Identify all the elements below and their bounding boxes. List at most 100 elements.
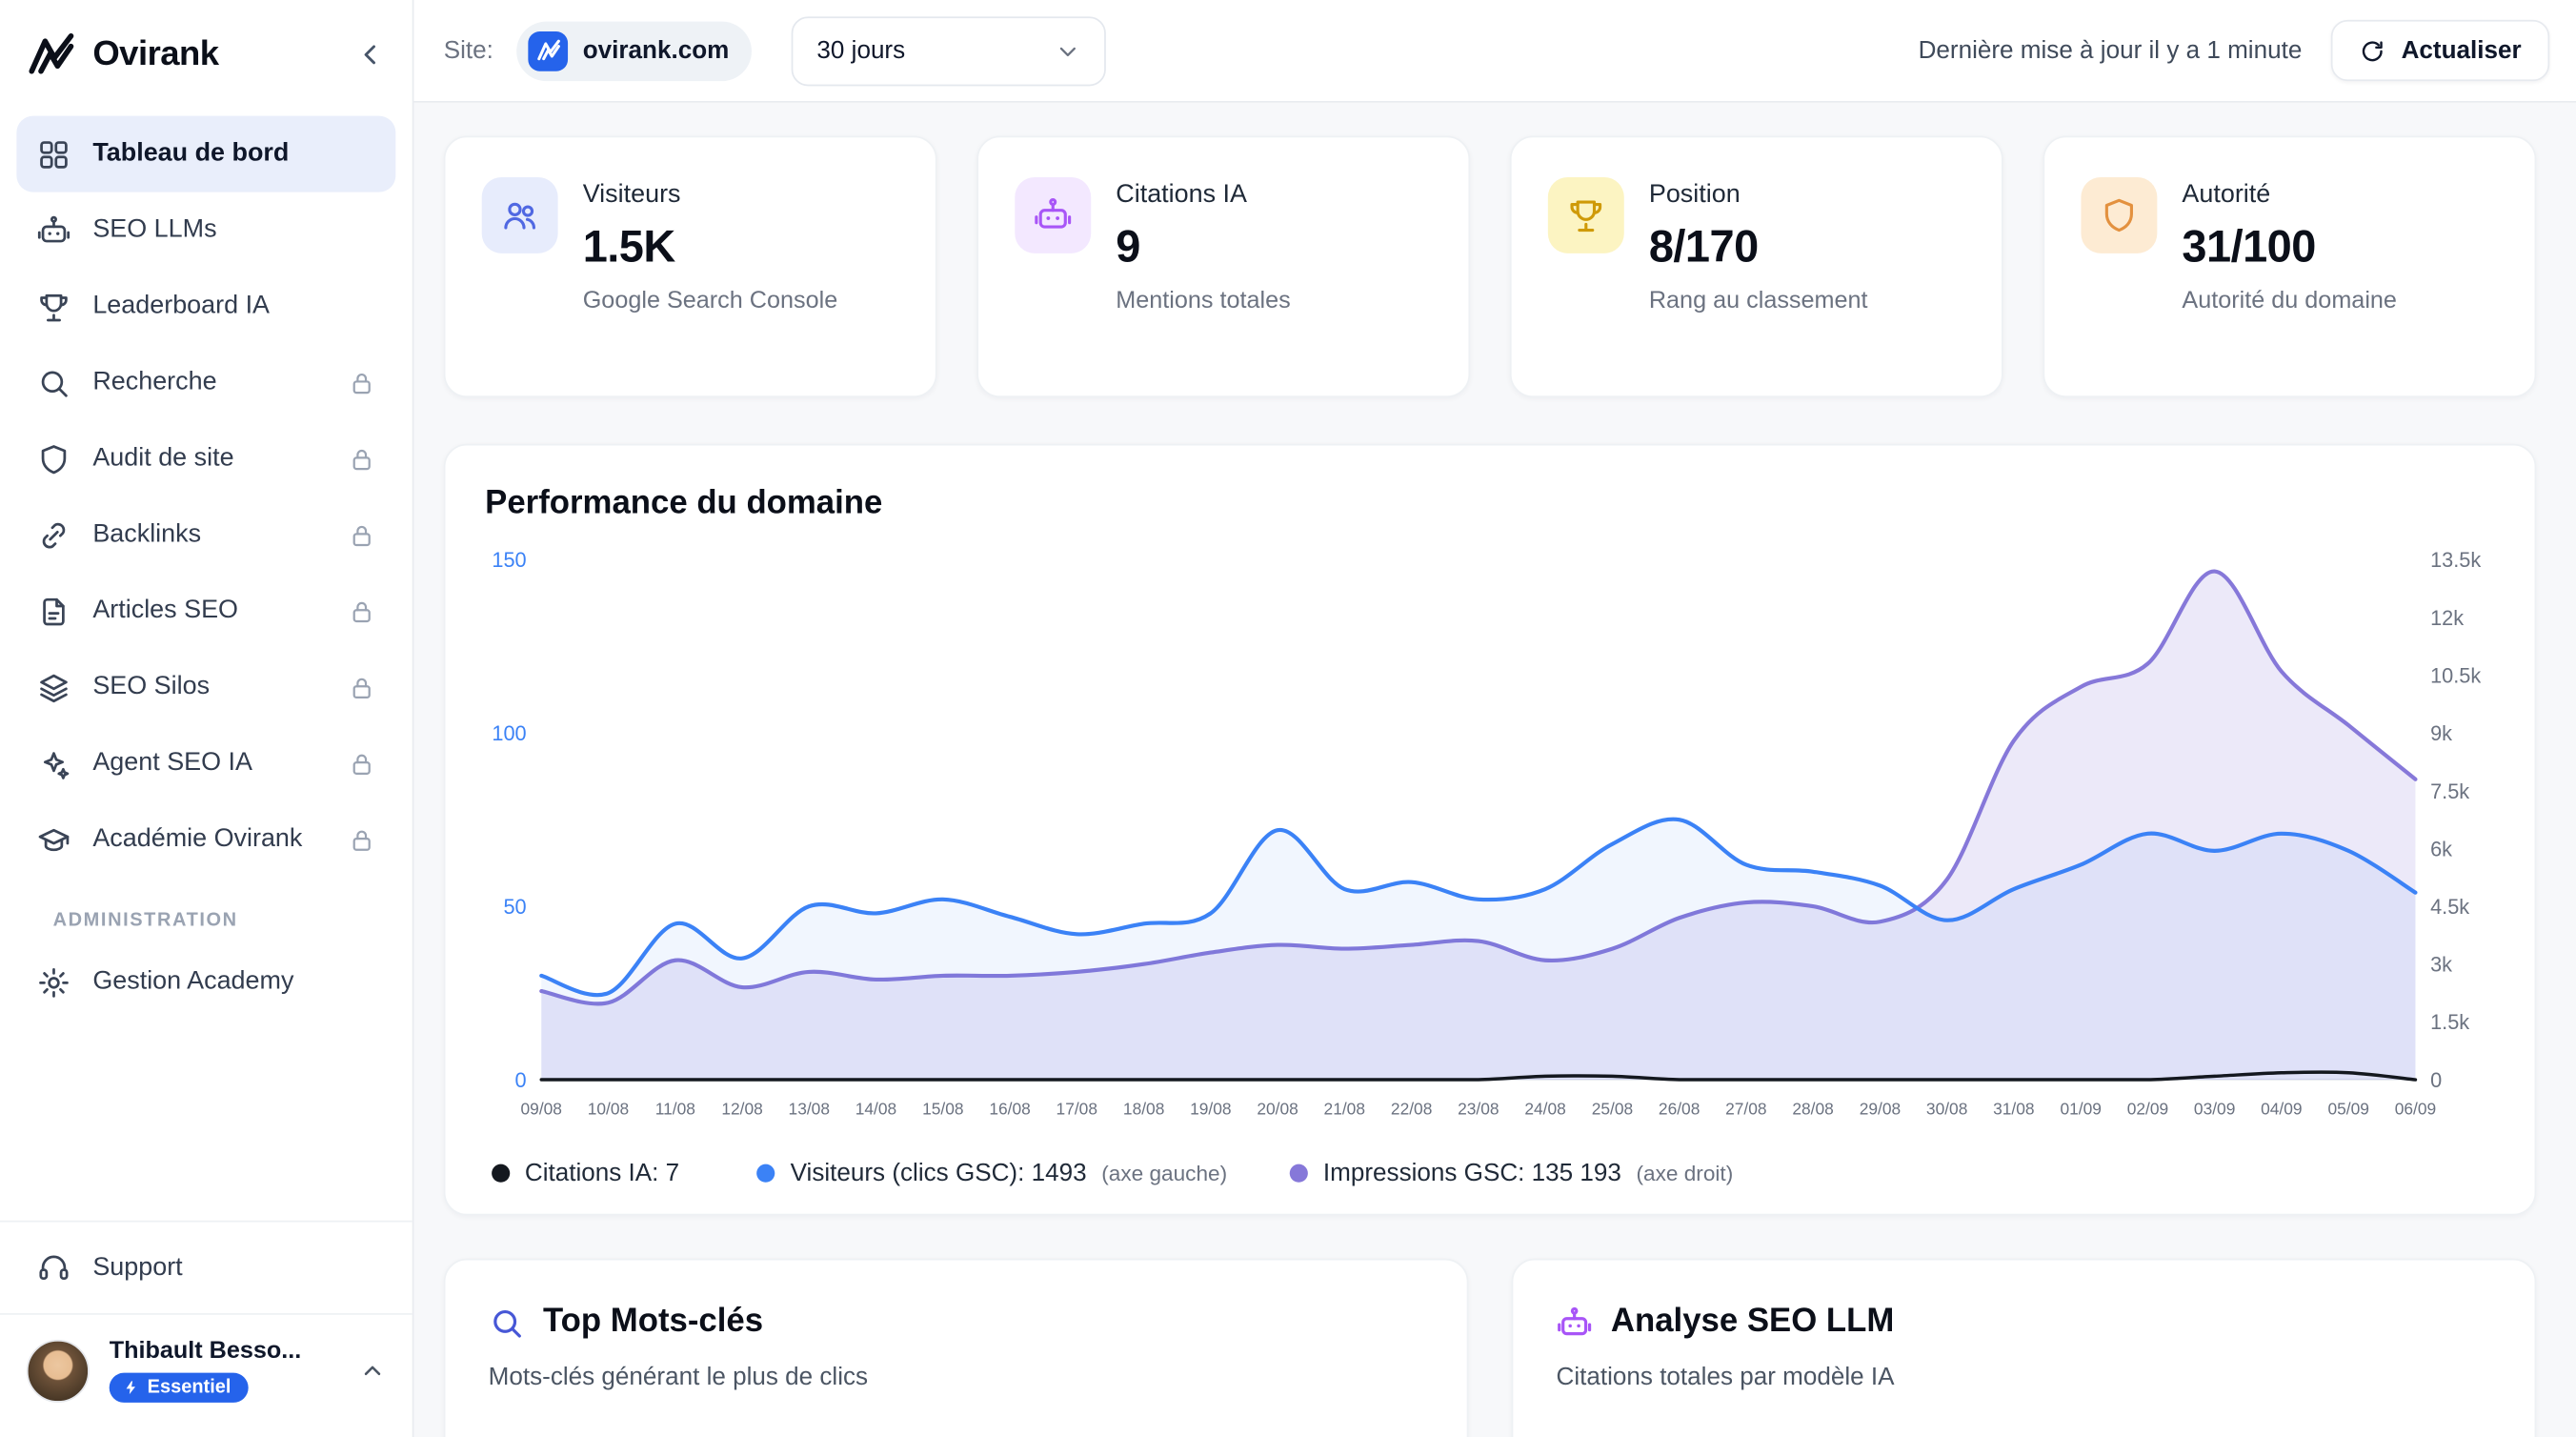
bottom-row: Top Mots-clés Mots-clés générant le plus… (443, 1258, 2537, 1437)
avatar (26, 1339, 90, 1403)
legend-item-visiteurs: Visiteurs (clics GSC): 1493 (axe gauche) (756, 1159, 1227, 1188)
bot-icon (36, 213, 70, 247)
legend-dot (756, 1164, 775, 1183)
svg-text:3k: 3k (2430, 953, 2452, 977)
svg-text:19/08: 19/08 (1190, 1100, 1231, 1119)
lock-icon (348, 597, 376, 625)
svg-text:0: 0 (515, 1068, 527, 1092)
sidebar-item-seo-llms[interactable]: SEO LLMs (16, 192, 395, 269)
svg-text:0: 0 (2430, 1068, 2442, 1092)
sidebar-item-backlinks[interactable]: Backlinks (16, 496, 395, 573)
svg-text:02/09: 02/09 (2127, 1100, 2168, 1119)
shield-icon (36, 441, 70, 476)
sidebar-collapse-button[interactable] (356, 40, 386, 70)
sidebar-item-leaderboard-ia[interactable]: Leaderboard IA (16, 269, 395, 345)
top-keywords-card: Top Mots-clés Mots-clés générant le plus… (443, 1258, 1469, 1437)
svg-text:12k: 12k (2430, 606, 2464, 630)
lock-icon (348, 749, 376, 778)
sidebar-item-label: Articles SEO (92, 596, 238, 625)
svg-text:09/08: 09/08 (521, 1100, 562, 1119)
refresh-label: Actualiser (2401, 36, 2522, 65)
refresh-button[interactable]: Actualiser (2331, 19, 2550, 82)
chevron-up-icon (359, 1358, 386, 1385)
stat-value: 1.5K (582, 221, 676, 272)
svg-text:150: 150 (492, 548, 526, 572)
stat-label: Autorité (2182, 180, 2271, 209)
panel-title-row: Analyse SEO LLM (1557, 1304, 2492, 1342)
search-icon (489, 1305, 525, 1341)
svg-text:11/08: 11/08 (655, 1100, 695, 1119)
svg-text:10.5k: 10.5k (2430, 663, 2481, 687)
svg-text:10/08: 10/08 (588, 1100, 629, 1119)
period-select-value: 30 jours (816, 36, 906, 65)
legend-dot (1290, 1164, 1309, 1183)
gear-icon (36, 964, 70, 999)
legend-label: Visiteurs (clics GSC): 1493 (790, 1159, 1087, 1188)
refresh-icon (2360, 37, 2386, 64)
sidebar-item-support[interactable]: Support (0, 1220, 413, 1313)
legend-item-impressions: Impressions GSC: 135 193 (axe droit) (1290, 1159, 1733, 1187)
legend-dot (492, 1164, 511, 1183)
chart-legend: Citations IA: 7 Visiteurs (clics GSC): 1… (485, 1159, 2495, 1187)
sidebar-item-seo-silos[interactable]: SEO Silos (16, 649, 395, 725)
stat-value: 31/100 (2182, 221, 2316, 272)
sidebar-item-recherche[interactable]: Recherche (16, 344, 395, 420)
svg-text:20/08: 20/08 (1257, 1100, 1298, 1119)
svg-text:01/09: 01/09 (2061, 1100, 2102, 1119)
main-content: Visiteurs 1.5K Google Search Console Cit… (413, 0, 2576, 1437)
sidebar-item-agent-seo-ia[interactable]: Agent SEO IA (16, 725, 395, 801)
sidebar-header: Ovirank (0, 0, 413, 99)
stats-row: Visiteurs 1.5K Google Search Console Cit… (443, 135, 2537, 398)
sidebar-item-label: Tableau de bord (92, 138, 290, 168)
sidebar-item-articles-seo[interactable]: Articles SEO (16, 573, 395, 649)
svg-text:50: 50 (503, 895, 526, 919)
user-name: Thibault Besso... (109, 1338, 302, 1365)
performance-card: Performance du domaine 0 50 100 150 0 1.5k 3k 4… (443, 443, 2537, 1216)
svg-text:04/09: 04/09 (2261, 1100, 2302, 1119)
svg-text:27/08: 27/08 (1725, 1100, 1766, 1119)
stat-card-position: Position 8/170 Rang au classement (1509, 135, 2003, 398)
svg-text:24/08: 24/08 (1524, 1100, 1565, 1119)
sidebar-item-academie-ovirank[interactable]: Académie Ovirank (16, 801, 395, 878)
seo-llm-analysis-card: Analyse SEO LLM Citations totales par mo… (1511, 1258, 2537, 1437)
svg-text:29/08: 29/08 (1860, 1100, 1901, 1119)
stat-card-visiteurs: Visiteurs 1.5K Google Search Console (443, 135, 937, 398)
svg-text:15/08: 15/08 (922, 1100, 963, 1119)
sidebar-item-label: Audit de site (92, 443, 234, 473)
svg-text:100: 100 (492, 721, 526, 745)
svg-text:06/09: 06/09 (2395, 1100, 2436, 1119)
panel-subtitle: Mots-clés générant le plus de clics (488, 1363, 869, 1391)
bot-icon (1557, 1305, 1593, 1341)
lock-icon (348, 445, 376, 474)
site-label: Site: (443, 36, 493, 65)
stat-value: 9 (1116, 221, 1140, 272)
sidebar-item-label: SEO Silos (92, 672, 211, 701)
trophy-icon (1547, 176, 1624, 253)
site-badge[interactable]: ovirank.com (516, 20, 753, 81)
stat-card-citations-ia: Citations IA 9 Mentions totales (976, 135, 1471, 398)
sidebar-item-label: SEO LLMs (92, 214, 217, 244)
legend-item-citations: Citations IA: 7 (492, 1159, 694, 1187)
svg-text:26/08: 26/08 (1659, 1100, 1700, 1119)
period-select[interactable]: 30 jours (792, 15, 1107, 86)
lock-icon (348, 521, 376, 550)
sidebar: Ovirank Tableau de bord SEO LLMs Leaderb… (0, 0, 414, 1437)
sidebar-item-gestion-academy[interactable]: Gestion Academy (16, 944, 395, 1021)
sidebar-item-tableau-de-bord[interactable]: Tableau de bord (16, 115, 396, 192)
stat-label: Citations IA (1116, 180, 1248, 209)
stat-subtitle: Google Search Console (582, 288, 838, 315)
user-menu[interactable]: Thibault Besso... Essentiel (0, 1313, 413, 1437)
ovirank-logo-icon (27, 30, 76, 79)
chevron-down-icon (1056, 37, 1082, 64)
svg-text:14/08: 14/08 (855, 1100, 896, 1119)
site-logo-icon (528, 30, 569, 71)
svg-text:1.5k: 1.5k (2430, 1010, 2469, 1034)
plan-label: Essentiel (147, 1377, 231, 1398)
grid-icon (36, 136, 70, 171)
stat-subtitle: Autorité du domaine (2182, 288, 2397, 315)
svg-text:6k: 6k (2430, 837, 2452, 860)
svg-text:13/08: 13/08 (789, 1100, 830, 1119)
panel-title: Top Mots-clés (542, 1303, 764, 1340)
svg-text:31/08: 31/08 (1993, 1100, 2034, 1119)
sidebar-item-audit-de-site[interactable]: Audit de site (16, 420, 395, 496)
